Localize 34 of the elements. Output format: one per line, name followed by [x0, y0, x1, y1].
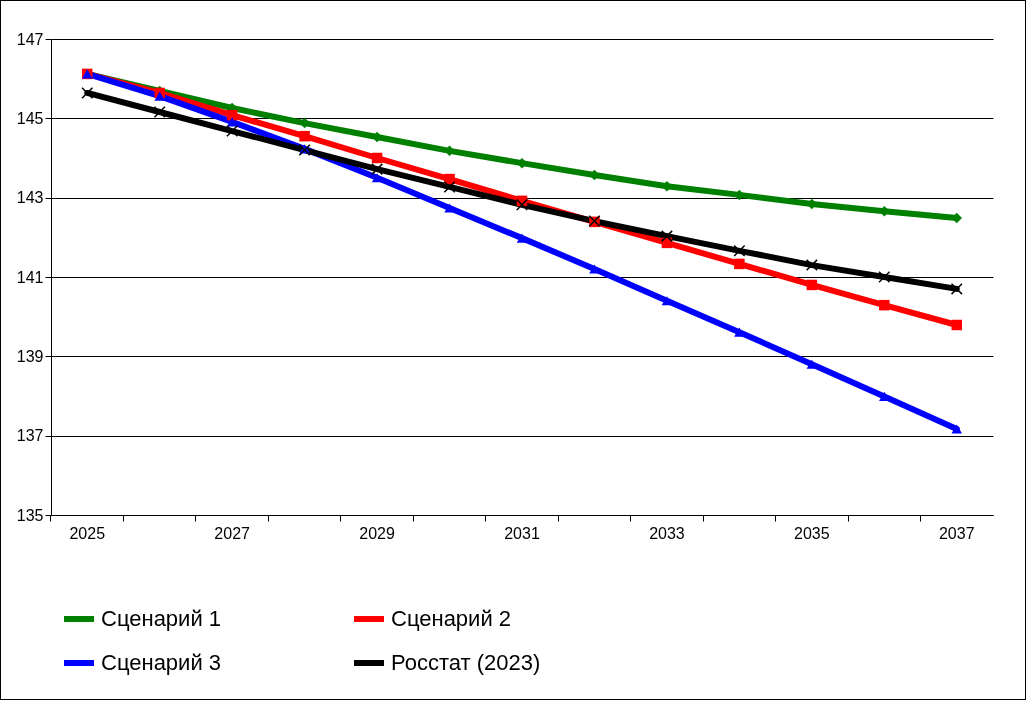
x-tick-label: 2031 [504, 524, 540, 542]
point [950, 282, 963, 295]
y-tick-label: 145 [16, 109, 44, 127]
point [951, 319, 963, 331]
x-tick-label: 2033 [649, 524, 685, 542]
point [371, 173, 383, 183]
legend-label: Сценарий 3 [101, 650, 222, 675]
x-tick-label: 2035 [794, 524, 830, 542]
y-tick-label: 137 [16, 427, 44, 445]
legend-label: Сценарий 1 [101, 606, 222, 631]
x-tick-label: 2037 [938, 524, 975, 542]
y-tick-label: 143 [16, 189, 44, 207]
point [81, 86, 94, 99]
point [299, 130, 310, 142]
point [734, 258, 745, 270]
y-tick-label: 135 [16, 506, 44, 524]
point [443, 180, 456, 193]
point [444, 203, 455, 213]
y-tick-label: 147 [16, 30, 44, 48]
point [444, 173, 455, 185]
point [879, 299, 890, 311]
point [878, 271, 891, 283]
point [660, 230, 673, 243]
legend-label: Росстат (2023) [391, 650, 541, 675]
y-tick-label: 141 [16, 268, 44, 286]
legend-label: Сценарий 2 [391, 606, 512, 631]
point [371, 152, 383, 164]
point [516, 198, 528, 211]
x-tick-label: 2025 [69, 524, 106, 542]
x-tick-label: 2027 [214, 524, 251, 542]
x-tick-label: 2029 [359, 524, 395, 542]
y-tick-label: 139 [16, 347, 44, 365]
point [806, 279, 818, 291]
point [154, 91, 165, 101]
